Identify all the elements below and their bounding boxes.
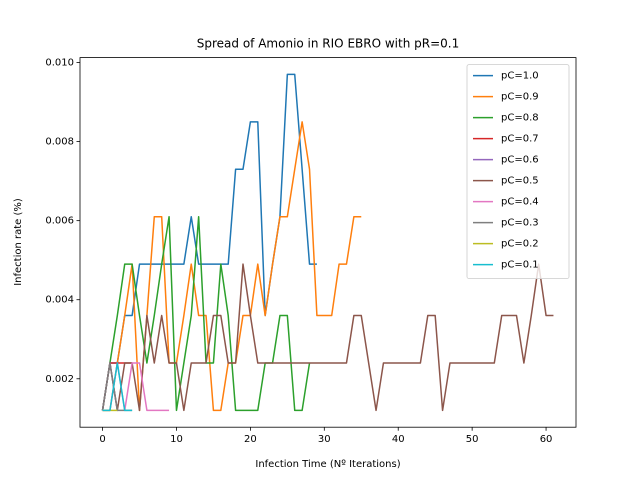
- legend-label: pC=0.9: [501, 92, 539, 103]
- axes-frame: [79, 57, 577, 428]
- data-line: [101, 73, 317, 411]
- x-tick-label: 10: [170, 434, 183, 445]
- data-line: [102, 362, 133, 412]
- x-tick-label: 30: [318, 434, 331, 445]
- x-tick-label: 0: [99, 434, 105, 445]
- y-tick-label: 0.002: [45, 374, 74, 385]
- x-tick-label: 40: [392, 434, 405, 445]
- legend-label: pC=0.4: [501, 197, 539, 208]
- legend-label: pC=0.7: [501, 134, 539, 145]
- x-tick-label: 50: [466, 434, 479, 445]
- y-tick-label: 0.006: [45, 216, 74, 227]
- legend-label: pC=0.8: [501, 113, 539, 124]
- legend-label: pC=1.0: [501, 71, 539, 82]
- y-tick-label: 0.008: [45, 137, 74, 148]
- data-line: [101, 362, 119, 411]
- data-line: [101, 263, 554, 412]
- legend-label: pC=0.1: [501, 260, 539, 271]
- chart-title: Spread of Amonio in RIO EBRO with pR=0.1: [197, 37, 459, 51]
- y-tick-label: 0.004: [45, 295, 74, 306]
- y-axis-label: Infection rate (%): [13, 198, 24, 286]
- data-line: [101, 215, 311, 412]
- x-tick-label: 60: [540, 434, 553, 445]
- x-axis-label: Infection Time (Nº Iterations): [255, 459, 400, 470]
- legend-label: pC=0.3: [501, 218, 539, 229]
- legend-label: pC=0.2: [501, 239, 539, 250]
- legend-label: pC=0.5: [501, 176, 539, 187]
- legend-label: pC=0.6: [501, 155, 539, 166]
- y-tick-label: 0.010: [45, 58, 74, 69]
- x-tick-label: 20: [244, 434, 257, 445]
